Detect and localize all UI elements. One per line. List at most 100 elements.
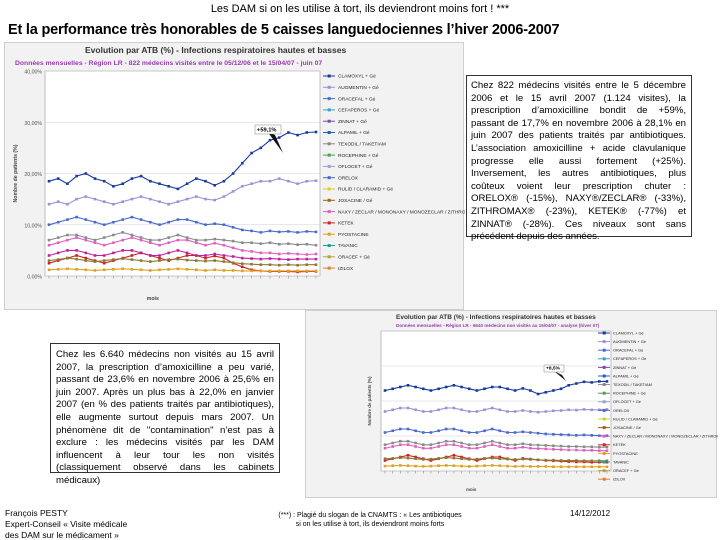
data-point [121, 218, 124, 221]
data-point [167, 268, 170, 271]
data-point [185, 251, 189, 255]
data-point [314, 252, 318, 256]
author-title-2: des DAM sur le médicament » [5, 530, 119, 540]
data-point [529, 389, 532, 392]
data-point [452, 456, 456, 460]
data-point [176, 233, 180, 237]
data-point [268, 263, 272, 266]
data-point [277, 136, 281, 139]
data-point [222, 179, 226, 183]
data-point [444, 439, 448, 443]
legend-swatch-marker [327, 164, 331, 168]
data-point [305, 131, 309, 134]
legend-swatch-marker [602, 408, 606, 412]
data-point [552, 409, 555, 413]
data-point [139, 251, 143, 255]
data-point [460, 464, 463, 468]
data-point [204, 223, 207, 226]
legend-swatch-marker [327, 210, 331, 214]
x-axis-label: mois [147, 296, 159, 302]
legend-swatch-marker [602, 365, 606, 369]
data-point [605, 459, 609, 463]
data-point [460, 385, 463, 389]
data-point [590, 381, 593, 384]
data-point [475, 389, 479, 392]
data-point [149, 238, 152, 242]
data-point [287, 252, 290, 255]
legend-swatch-marker [327, 221, 331, 225]
data-point [139, 174, 143, 178]
legend-label: TEXODIL / TAKETIAM [338, 141, 386, 147]
data-point [167, 251, 170, 255]
data-point [75, 215, 78, 219]
data-point [582, 459, 586, 463]
data-point [567, 445, 570, 448]
legend-label: ORACEFAL + Gé [338, 96, 376, 102]
data-point [56, 220, 60, 224]
data-point [383, 457, 387, 460]
data-point [314, 130, 318, 134]
data-point [444, 456, 448, 459]
data-point [536, 465, 540, 468]
data-point [552, 444, 555, 448]
legend-label: TEXODIL / TAKETIAM [613, 382, 652, 387]
legend-swatch-marker [327, 142, 331, 146]
annotation-box [543, 364, 565, 373]
data-point [399, 443, 402, 446]
data-point [204, 197, 207, 201]
data-point [56, 177, 60, 180]
legend-swatch-marker [602, 348, 606, 352]
legend-label: CLAMOXYL + Gé [613, 330, 644, 335]
legend-swatch-marker [327, 266, 331, 270]
data-point [437, 457, 440, 460]
data-point [66, 202, 69, 206]
data-point [47, 179, 51, 183]
data-point [121, 182, 124, 185]
data-point [391, 408, 394, 412]
legend-swatch-marker [327, 97, 331, 101]
data-point [176, 200, 180, 203]
legend-swatch-marker [602, 400, 606, 404]
data-point [66, 182, 69, 185]
data-point [383, 410, 387, 413]
data-point [544, 444, 548, 447]
data-point [559, 409, 563, 412]
data-point [47, 261, 51, 265]
data-point [241, 249, 244, 252]
data-point [552, 448, 555, 451]
data-point [429, 457, 433, 461]
data-point [112, 185, 115, 188]
data-point [204, 238, 207, 242]
data-point [167, 202, 170, 206]
top-quote: Les DAM si on les utilise à tort, ils de… [210, 3, 510, 15]
data-point [582, 408, 586, 411]
legend-swatch-marker [602, 374, 606, 378]
data-point [467, 387, 471, 391]
data-point [383, 464, 387, 468]
data-point [268, 179, 272, 183]
legend-label: TAVANIC [338, 243, 358, 249]
data-point [277, 252, 281, 256]
data-point [222, 238, 226, 242]
data-point [56, 251, 60, 255]
data-point [222, 243, 226, 247]
data-point [130, 254, 134, 257]
legend-label: AUGMENTIN + Gé [338, 85, 379, 91]
data-point [529, 410, 532, 413]
data-point [460, 408, 463, 412]
data-point [429, 389, 433, 392]
legend-label: KETEK [338, 221, 355, 227]
data-point [314, 269, 318, 273]
text-box-non-visited: Chez les 6.640 médecins non visités au 1… [50, 343, 280, 486]
data-point [185, 254, 189, 257]
legend-swatch-marker [327, 85, 331, 89]
data-point [231, 261, 235, 264]
data-point [552, 389, 555, 392]
data-point [444, 443, 448, 446]
legend-swatch-marker [602, 469, 606, 473]
data-point [47, 202, 51, 206]
chart-subtitle: Données mensuelles - Région LR - 822 méd… [15, 60, 322, 67]
data-point [231, 269, 235, 272]
data-point [559, 387, 563, 391]
legend-label: NAXY / ZECLAR / MONONAXY / MONOZECLAR / … [338, 209, 465, 215]
